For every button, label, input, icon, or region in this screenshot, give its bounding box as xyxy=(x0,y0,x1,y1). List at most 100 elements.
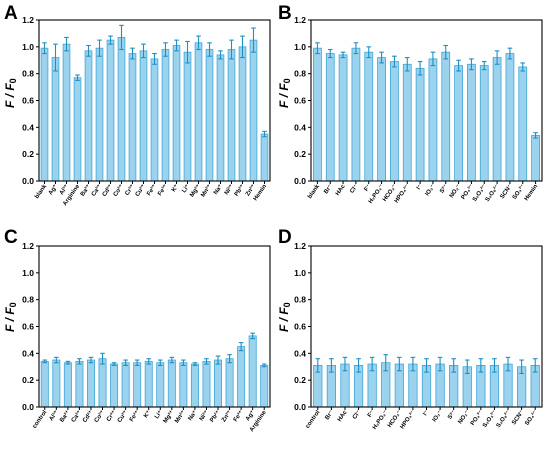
panel-c-ylabel: F / F0 xyxy=(3,302,18,332)
panel-a-category-label: Mg²⁺ xyxy=(188,183,202,198)
panel-a-ytick-label: 1.0 xyxy=(22,42,34,52)
panel-b-ytick-label: 1.2 xyxy=(294,15,306,25)
panel-d-frame xyxy=(310,245,543,408)
panel-a-bar xyxy=(194,42,203,182)
panel-c-bar xyxy=(237,346,246,408)
panel-d-category-label: control xyxy=(305,409,322,429)
panel-b-bar xyxy=(467,63,476,182)
panel-b-bar xyxy=(402,63,412,182)
panel-d-category-label: F⁻ xyxy=(367,410,376,419)
panel-b-bar xyxy=(338,54,348,182)
panel-c-bar xyxy=(75,360,84,408)
panel-c-bar xyxy=(133,362,142,408)
panel-a-ytick-label: 0.8 xyxy=(22,69,34,79)
panel-a-bar xyxy=(62,43,71,182)
panel-d-ytick-label: 0.4 xyxy=(294,348,306,358)
panel-b-category-label: I⁻ xyxy=(416,184,424,191)
panel-label-b: B xyxy=(278,3,292,24)
panel-label-a: A xyxy=(4,3,18,24)
panel-a-bar xyxy=(161,49,170,182)
panel-c-category-label: Fe²⁺ xyxy=(128,409,141,423)
panel-b-category-label: Br⁻ xyxy=(323,184,334,196)
panel-c-bar xyxy=(202,360,211,408)
panel-b-bar xyxy=(505,53,515,182)
panel-a-bar xyxy=(249,39,258,182)
panel-a-bar xyxy=(150,58,159,182)
panel-c-category-label: Cu²⁺ xyxy=(116,409,129,424)
panel-c-category-label: Co²⁺ xyxy=(93,409,106,424)
panel-c-category-label: Pb²⁺ xyxy=(209,409,222,424)
panel-b-bar xyxy=(454,65,463,182)
panel-b-ytick-label: 0.6 xyxy=(294,96,306,106)
panel-a-category-label: Cu²⁺ xyxy=(134,183,147,198)
panel-a-frame xyxy=(38,19,271,182)
panel-d-category-label: I⁻ xyxy=(422,410,430,417)
panel-c-category-label: control xyxy=(32,409,49,429)
panel-b-category-label: IO₃⁻ xyxy=(425,184,437,198)
panel-d-category-label: Br⁻ xyxy=(324,410,335,422)
panel-c-bar xyxy=(121,362,130,408)
panel-b-bar xyxy=(325,53,335,182)
panel-c-ytick-label: 0.8 xyxy=(22,295,34,305)
panel-b-ylabel: F / F0 xyxy=(277,78,292,108)
panel-a-ylabel: F / F0 xyxy=(3,78,18,108)
panel-d-category-label: IO₃⁻ xyxy=(432,410,444,424)
panel-d-ylabel: F / F0 xyxy=(277,302,292,332)
panel-d-ytick-label: 1.0 xyxy=(294,268,306,278)
panel-c-bar xyxy=(63,362,72,408)
panel-b-category-label: F⁻ xyxy=(364,184,373,193)
panel-a-bar xyxy=(238,46,247,182)
panel-b-bar xyxy=(518,66,528,182)
panel-a-category-label: Fe²⁺ xyxy=(145,183,158,197)
panel-label-d: D xyxy=(278,227,292,248)
panel-c-category-label: Ca²⁺ xyxy=(70,409,83,424)
panel-d-category-label: NO₂⁻ xyxy=(457,410,470,426)
panel-a-bar xyxy=(227,49,236,182)
panel-a-category-label: Li⁺ xyxy=(181,183,192,194)
panel-c-bar xyxy=(52,359,61,408)
panel-c-bar xyxy=(86,359,95,408)
panel-c-bar xyxy=(40,360,49,408)
panel-a-category-label: K⁺ xyxy=(170,183,180,193)
panel-a-bar xyxy=(205,49,214,182)
panel-c-bar xyxy=(156,362,165,408)
panel-a-category-label: Pb²⁺ xyxy=(233,183,246,198)
panel-c-frame xyxy=(38,245,271,408)
panel-b-bar xyxy=(364,51,374,182)
panel-a-category-label: Ba²⁺ xyxy=(79,183,92,198)
panel-a-bar xyxy=(95,47,104,182)
panel-d-category-label: HAc xyxy=(337,409,349,423)
panel-b-bar xyxy=(428,58,438,182)
panel-b-bar xyxy=(415,67,425,182)
panel-a-category-label: Fe³⁺ xyxy=(156,183,169,197)
panel-c-bar xyxy=(179,362,188,408)
panel-b-bar xyxy=(351,47,361,182)
panel-b-bar xyxy=(531,134,540,182)
panel-a-bar xyxy=(139,50,148,182)
panel-a-ytick-label: 1.2 xyxy=(22,15,34,25)
panel-a-bar xyxy=(260,133,269,182)
panel-b: B F / F0 0.0 0.2 0.4 0.6 0.8 1.0 1.2 blank Br⁻ HA… xyxy=(277,3,543,205)
panel-d-category-label: S²⁻ xyxy=(446,409,457,421)
panel-c-bar xyxy=(190,363,199,408)
panel-c-ytick-label: 1.2 xyxy=(22,241,34,251)
panel-b-category-label: Cl⁻ xyxy=(349,184,359,195)
panel-a-ytick-label: 0.2 xyxy=(22,149,34,159)
panel-d-ytick-label: 0.2 xyxy=(294,375,306,385)
panel-b-ytick-label: 0.8 xyxy=(294,69,306,79)
panel-a-bar xyxy=(73,77,82,182)
panel-c-ytick-label: 0.6 xyxy=(22,322,34,332)
panel-a-ytick-label: 0.0 xyxy=(22,176,34,186)
panel-c-bar xyxy=(167,359,176,408)
panel-b-bar xyxy=(313,47,322,182)
panel-d-category-label: SO₄²⁻ xyxy=(524,409,539,427)
panel-c-category-label: K⁺ xyxy=(142,409,152,419)
panel-a-bar xyxy=(183,51,192,182)
panel-a-category-label: Na⁺ xyxy=(212,183,224,196)
panel-b-ytick-label: 0.4 xyxy=(294,122,306,132)
